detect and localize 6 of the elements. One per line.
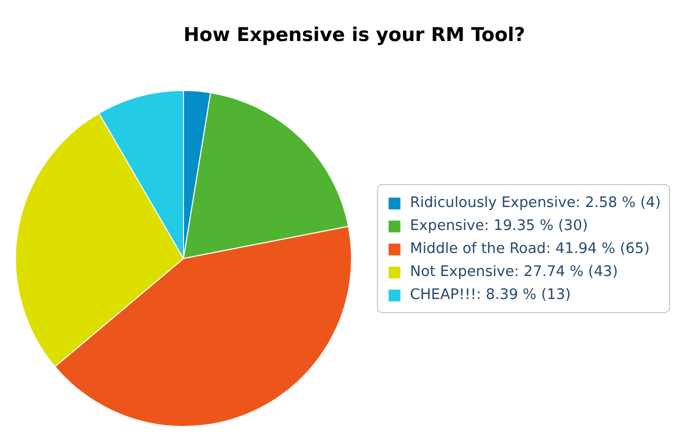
legend-label: Ridiculously Expensive: 2.58 % (4) — [410, 194, 661, 212]
legend-label: Middle of the Road: 41.94 % (65) — [410, 240, 650, 258]
legend-label: CHEAP!!!: 8.39 % (13) — [410, 286, 571, 304]
chart-title: How Expensive is your RM Tool? — [184, 24, 526, 46]
legend-label: Not Expensive: 27.74 % (43) — [410, 262, 618, 281]
legend-label: Expensive: 19.35 % (30) — [410, 216, 588, 235]
